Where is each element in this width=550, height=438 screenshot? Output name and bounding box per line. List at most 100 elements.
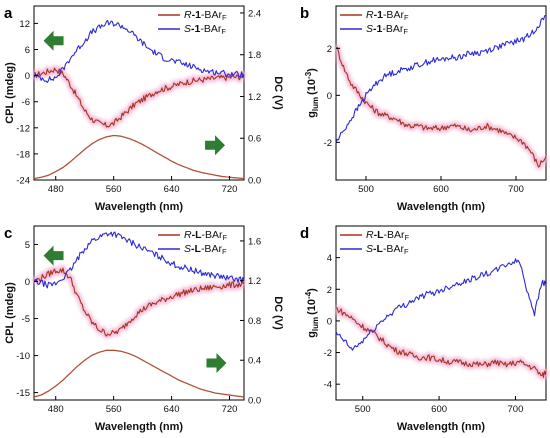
x-tick-label: 720 [222, 184, 238, 195]
plot-frame [33, 5, 245, 181]
y2-tick-label: 0.0 [248, 176, 261, 187]
y2-axis-label: DC (V) [272, 296, 284, 330]
x-ticks: 500 600 700 [355, 396, 524, 415]
series-lines [33, 231, 245, 398]
series-line [33, 231, 245, 289]
y-tick-label: -12 [16, 123, 30, 134]
series-shadow [334, 44, 549, 171]
y-axis-label: glum(10-3) [304, 68, 320, 118]
y-tick-label: 12 [19, 19, 30, 30]
x-ticks: 480 560 640 720 [48, 396, 238, 415]
y-tick-label: -2 [324, 348, 332, 359]
series-line [33, 134, 245, 180]
panel-label-b: b [300, 5, 309, 22]
series-line [335, 46, 547, 168]
panel-label-a: a [4, 5, 13, 22]
x-tick-label: 480 [48, 184, 64, 195]
legend-label: R-1-BArF [366, 9, 409, 22]
x-tick-label: 600 [431, 404, 447, 415]
x-ticks: 480 560 640 720 [48, 176, 238, 195]
series-line [335, 14, 547, 144]
y-tick-label: 5 [25, 240, 30, 251]
y-axis-label: CPL (mdeg) [4, 62, 16, 124]
y-ticks: 2 0 -2 [324, 44, 340, 149]
y-tick-label: 4 [327, 253, 332, 264]
series-lines [335, 258, 547, 378]
series-shadows [334, 44, 549, 171]
direction-arrows [43, 30, 226, 156]
legend-label: S-L-BArF [366, 243, 409, 256]
series-line [335, 307, 547, 378]
series-lines [335, 14, 547, 168]
legend-label: S-1-BArF [366, 23, 408, 36]
y2-tick-label: 2.4 [248, 8, 261, 19]
series-lines [33, 19, 245, 180]
y-tick-label: 0 [25, 71, 30, 82]
plot-frame [33, 225, 245, 401]
y2-tick-label: 0.8 [248, 316, 261, 327]
series-line [33, 267, 245, 337]
y-tick-label: 2 [327, 44, 332, 55]
panel-c: c 480 560 640 720 5 0 -5 -10 -15 0.0 0.4 0.8 1.2 1.… [4, 225, 284, 433]
y-tick-label: -5 [22, 314, 30, 325]
x-axis-label: Wavelength (nm) [95, 201, 184, 213]
series-shadows [31, 265, 247, 340]
x-tick-label: 600 [433, 184, 449, 195]
series-line [335, 258, 547, 351]
y2-ticks: 0.0 0.4 0.8 1.2 1.6 [240, 236, 261, 407]
y-tick-label: -10 [16, 351, 30, 362]
x-tick-label: 500 [355, 404, 371, 415]
y-tick-label: -2 [324, 138, 332, 149]
series-line [33, 19, 245, 83]
x-tick-label: 700 [508, 404, 524, 415]
y-tick-label: 0 [327, 316, 332, 327]
y2-tick-label: 0.6 [248, 134, 261, 145]
y2-tick-label: 0.0 [248, 396, 261, 407]
y-ticks: 4 2 0 -2 -4 [324, 253, 340, 391]
x-tick-label: 560 [106, 184, 122, 195]
y-tick-label: -18 [16, 149, 30, 160]
y-axis-label: glum(10-4) [304, 288, 320, 338]
y-ticks: 12 6 0 -6 -12 -18 -24 [16, 19, 38, 187]
y-tick-label: 6 [25, 45, 30, 56]
x-axis-label: Wavelength (nm) [397, 201, 486, 213]
arrow-left-icon [43, 245, 64, 266]
series-shadow [31, 265, 247, 340]
legend-label: R-1-BArF [184, 9, 227, 22]
panel-b: b 500 600 700 2 0 -2 Wavelength (nm) glum(10… [300, 5, 549, 213]
y-tick-label: -6 [22, 97, 30, 108]
y-axis-label: CPL (mdeg) [4, 282, 16, 344]
y2-axis-label: DC (V) [272, 76, 284, 110]
direction-arrows [43, 245, 227, 373]
y-tick-label: -4 [324, 380, 332, 391]
panel-a: a 480 560 640 720 12 6 0 -6 -12 -18 -24 0.0 0.6 1.2… [4, 5, 284, 213]
series-line [33, 67, 245, 128]
x-tick-label: 480 [48, 404, 64, 415]
series-line [33, 349, 245, 398]
legend-label: S-L-BArF [184, 243, 227, 256]
x-tick-label: 640 [164, 184, 180, 195]
x-axis-label: Wavelength (nm) [95, 421, 184, 433]
panel-label-c: c [4, 225, 12, 242]
series-shadows [334, 304, 549, 381]
y2-tick-label: 1.8 [248, 50, 261, 61]
arrow-left-icon [43, 30, 64, 51]
arrow-right-icon [206, 352, 227, 373]
legend-label: R-L-BArF [184, 229, 228, 242]
y-tick-label: 0 [327, 91, 332, 102]
x-tick-label: 720 [222, 404, 238, 415]
panel-d: d 500 600 700 4 2 0 -2 -4 Wavelength (nm) glum… [300, 225, 549, 433]
y-tick-label: -24 [16, 176, 30, 187]
legend-label: R-L-BArF [366, 229, 410, 242]
series-shadow [334, 304, 549, 381]
y2-tick-label: 0.4 [248, 356, 261, 367]
x-tick-label: 560 [106, 404, 122, 415]
y2-tick-label: 1.6 [248, 236, 261, 247]
y-tick-label: 2 [327, 285, 332, 296]
y2-tick-label: 1.2 [248, 92, 261, 103]
